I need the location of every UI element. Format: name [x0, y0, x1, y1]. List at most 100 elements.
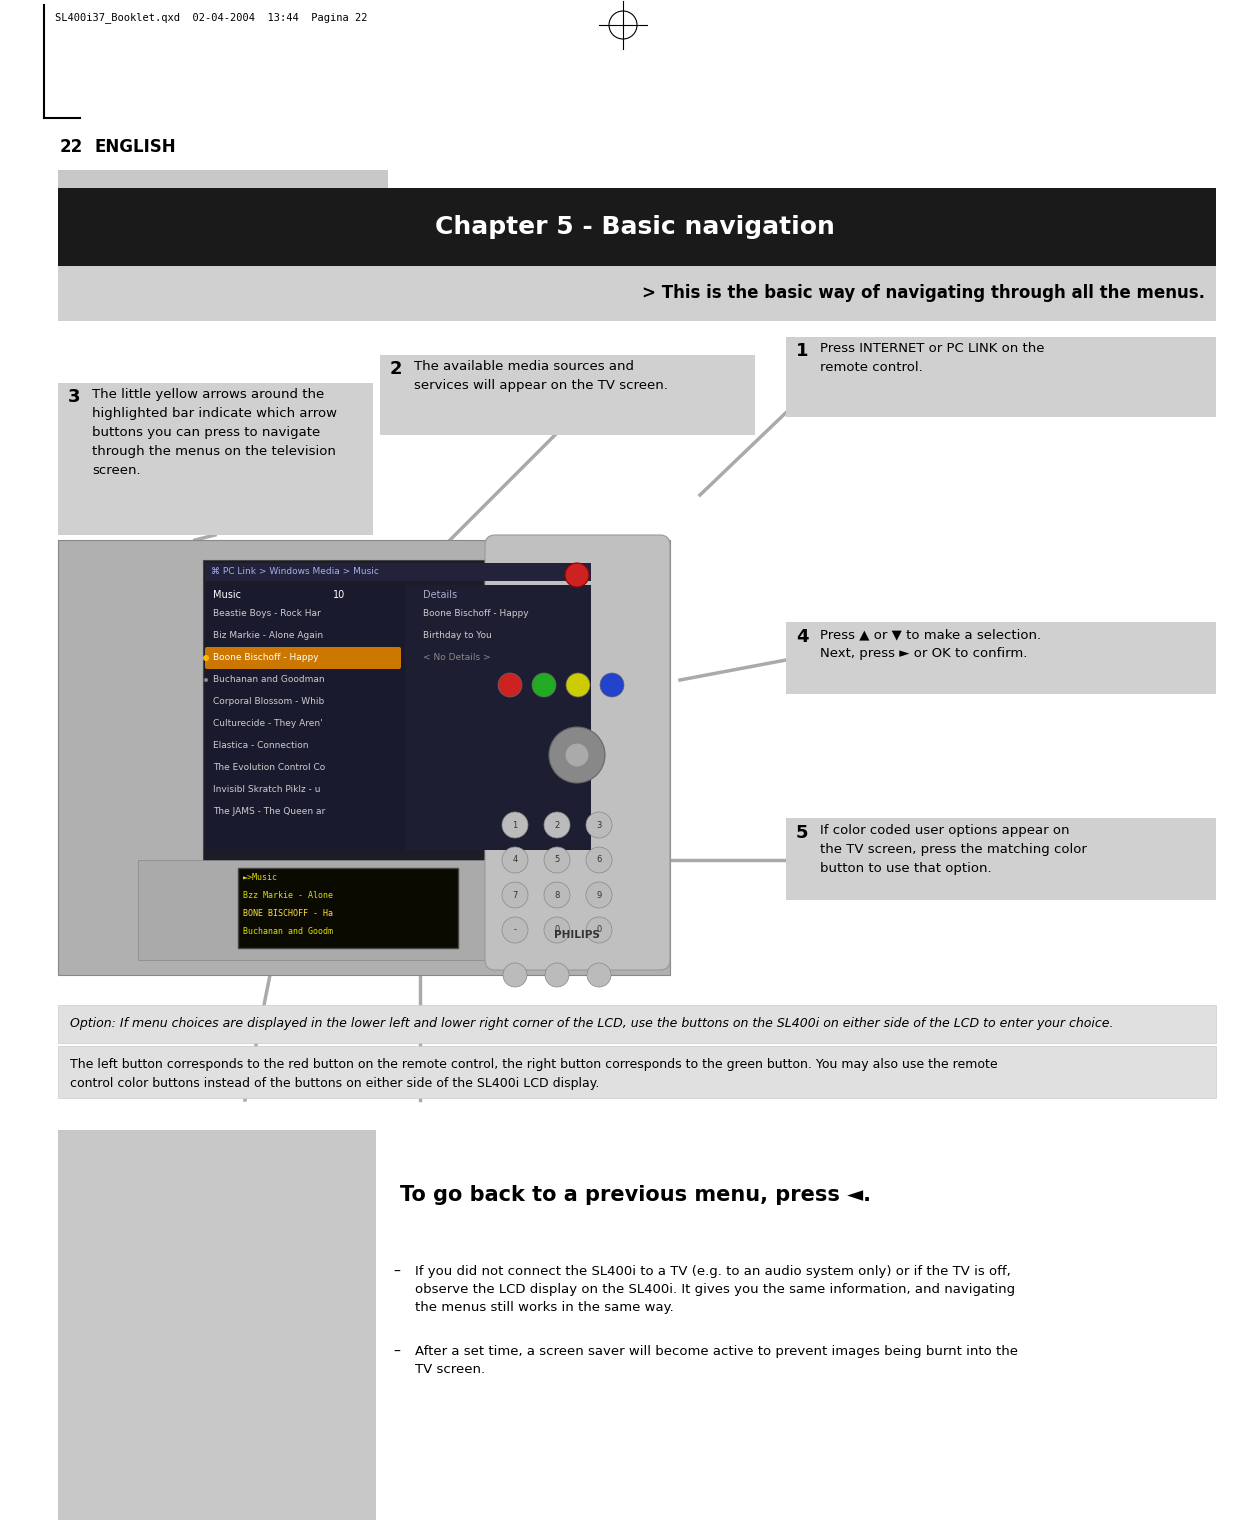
Text: 8: 8 — [554, 890, 560, 899]
Text: PHILIPS: PHILIPS — [554, 930, 600, 941]
FancyBboxPatch shape — [58, 539, 670, 974]
Text: 0: 0 — [596, 925, 602, 934]
Circle shape — [586, 812, 612, 838]
FancyBboxPatch shape — [786, 337, 1215, 417]
Text: The available media sources and
services will appear on the TV screen.: The available media sources and services… — [414, 360, 668, 392]
FancyBboxPatch shape — [58, 188, 1215, 266]
Circle shape — [544, 918, 570, 944]
Circle shape — [586, 918, 612, 944]
FancyBboxPatch shape — [204, 586, 405, 850]
Circle shape — [204, 678, 208, 682]
Circle shape — [545, 964, 569, 987]
Text: Music: Music — [213, 590, 242, 599]
Text: The JAMS - The Queen ar: The JAMS - The Queen ar — [213, 807, 326, 816]
Text: The Evolution Control Co: The Evolution Control Co — [213, 764, 326, 773]
Text: TV screen.: TV screen. — [415, 1363, 486, 1376]
Text: Birthday to You: Birthday to You — [422, 632, 492, 641]
Text: 5: 5 — [795, 824, 809, 842]
Text: Press INTERNET or PC LINK on the
remote control.: Press INTERNET or PC LINK on the remote … — [820, 343, 1044, 373]
Text: control color buttons instead of the buttons on either side of the SL400i LCD di: control color buttons instead of the but… — [69, 1077, 600, 1090]
Circle shape — [203, 655, 209, 661]
Text: Boone Bischoff - Happy: Boone Bischoff - Happy — [422, 610, 529, 618]
Circle shape — [502, 918, 528, 944]
Text: observe the LCD display on the SL400i. It gives you the same information, and na: observe the LCD display on the SL400i. I… — [415, 1283, 1015, 1296]
Text: Buchanan and Goodman: Buchanan and Goodman — [213, 675, 325, 684]
Text: the menus still works in the same way.: the menus still works in the same way. — [415, 1300, 674, 1314]
Circle shape — [498, 673, 522, 696]
Text: After a set time, a screen saver will become active to prevent images being burn: After a set time, a screen saver will be… — [415, 1345, 1018, 1359]
FancyBboxPatch shape — [58, 266, 1215, 321]
Circle shape — [502, 812, 528, 838]
Text: SL400i37_Booklet.qxd  02-04-2004  13:44  Pagina 22: SL400i37_Booklet.qxd 02-04-2004 13:44 Pa… — [55, 12, 368, 23]
Text: 6: 6 — [596, 856, 602, 864]
Text: Beastie Boys - Rock Har: Beastie Boys - Rock Har — [213, 610, 321, 618]
Text: ►>Music: ►>Music — [243, 873, 278, 882]
FancyBboxPatch shape — [203, 559, 593, 890]
Circle shape — [544, 812, 570, 838]
Text: ENGLISH: ENGLISH — [95, 138, 177, 155]
Circle shape — [586, 882, 612, 908]
FancyBboxPatch shape — [58, 171, 388, 284]
Text: 9: 9 — [596, 890, 602, 899]
Text: > This is the basic way of navigating through all the menus.: > This is the basic way of navigating th… — [642, 284, 1206, 301]
Text: Details: Details — [422, 590, 457, 599]
FancyBboxPatch shape — [58, 383, 373, 535]
Circle shape — [587, 964, 611, 987]
Text: Option: If menu choices are displayed in the lower left and lower right corner o: Option: If menu choices are displayed in… — [69, 1017, 1114, 1030]
Text: Bzz Markie - Alone: Bzz Markie - Alone — [243, 891, 333, 901]
Text: Culturecide - They Aren': Culturecide - They Aren' — [213, 719, 322, 729]
Circle shape — [544, 882, 570, 908]
Text: The left button corresponds to the red button on the remote control, the right b: The left button corresponds to the red b… — [69, 1057, 997, 1071]
FancyBboxPatch shape — [204, 563, 591, 581]
Text: 2: 2 — [390, 360, 403, 378]
Text: 0: 0 — [554, 925, 560, 934]
Circle shape — [549, 727, 605, 782]
FancyBboxPatch shape — [238, 868, 458, 948]
Circle shape — [566, 673, 590, 696]
Text: –: – — [393, 1265, 400, 1279]
Text: 2: 2 — [554, 821, 560, 830]
Text: 3: 3 — [68, 387, 81, 406]
Circle shape — [502, 847, 528, 873]
FancyBboxPatch shape — [204, 647, 401, 669]
FancyBboxPatch shape — [58, 1130, 375, 1520]
Text: 22: 22 — [59, 138, 83, 155]
Text: Corporal Blossom - Whib: Corporal Blossom - Whib — [213, 698, 325, 707]
Text: ⌘ PC Link > Windows Media > Music: ⌘ PC Link > Windows Media > Music — [211, 567, 379, 576]
Text: 3: 3 — [596, 821, 602, 830]
Text: PHILIPS: PHILIPS — [313, 901, 363, 910]
Circle shape — [532, 673, 556, 696]
FancyBboxPatch shape — [58, 1047, 1215, 1097]
Text: Elastica - Connection: Elastica - Connection — [213, 741, 309, 750]
Text: If you did not connect the SL400i to a TV (e.g. to an audio system only) or if t: If you did not connect the SL400i to a T… — [415, 1265, 1011, 1277]
FancyBboxPatch shape — [204, 586, 591, 850]
FancyBboxPatch shape — [786, 818, 1215, 901]
FancyBboxPatch shape — [138, 861, 567, 961]
Text: 10: 10 — [333, 590, 346, 599]
Text: To go back to a previous menu, press ◄.: To go back to a previous menu, press ◄. — [400, 1185, 871, 1205]
Text: 4: 4 — [513, 856, 518, 864]
Text: < No Details >: < No Details > — [422, 653, 491, 662]
Text: The little yellow arrows around the
highlighted bar indicate which arrow
buttons: The little yellow arrows around the high… — [92, 387, 337, 476]
Text: 4: 4 — [795, 629, 809, 646]
Text: 5: 5 — [554, 856, 560, 864]
FancyBboxPatch shape — [786, 622, 1215, 695]
Text: BONE BISCHOFF - Ha: BONE BISCHOFF - Ha — [243, 908, 333, 918]
Text: Boone Bischoff - Happy: Boone Bischoff - Happy — [213, 653, 318, 662]
Text: Biz Markie - Alone Again: Biz Markie - Alone Again — [213, 632, 323, 641]
Circle shape — [503, 964, 527, 987]
FancyBboxPatch shape — [484, 535, 670, 970]
Circle shape — [600, 673, 624, 696]
Text: Chapter 5 - Basic navigation: Chapter 5 - Basic navigation — [435, 215, 835, 238]
Text: Press ▲ or ▼ to make a selection.
Next, press ► or OK to confirm.: Press ▲ or ▼ to make a selection. Next, … — [820, 629, 1041, 659]
Text: Buchanan and Goodm: Buchanan and Goodm — [243, 927, 333, 936]
Text: 7: 7 — [512, 890, 518, 899]
Circle shape — [565, 563, 589, 587]
Text: 1: 1 — [795, 343, 809, 360]
Text: If color coded user options appear on
the TV screen, press the matching color
bu: If color coded user options appear on th… — [820, 824, 1087, 875]
Circle shape — [586, 847, 612, 873]
Circle shape — [502, 882, 528, 908]
Text: 1: 1 — [513, 821, 518, 830]
FancyBboxPatch shape — [58, 1005, 1215, 1044]
Circle shape — [565, 742, 589, 767]
